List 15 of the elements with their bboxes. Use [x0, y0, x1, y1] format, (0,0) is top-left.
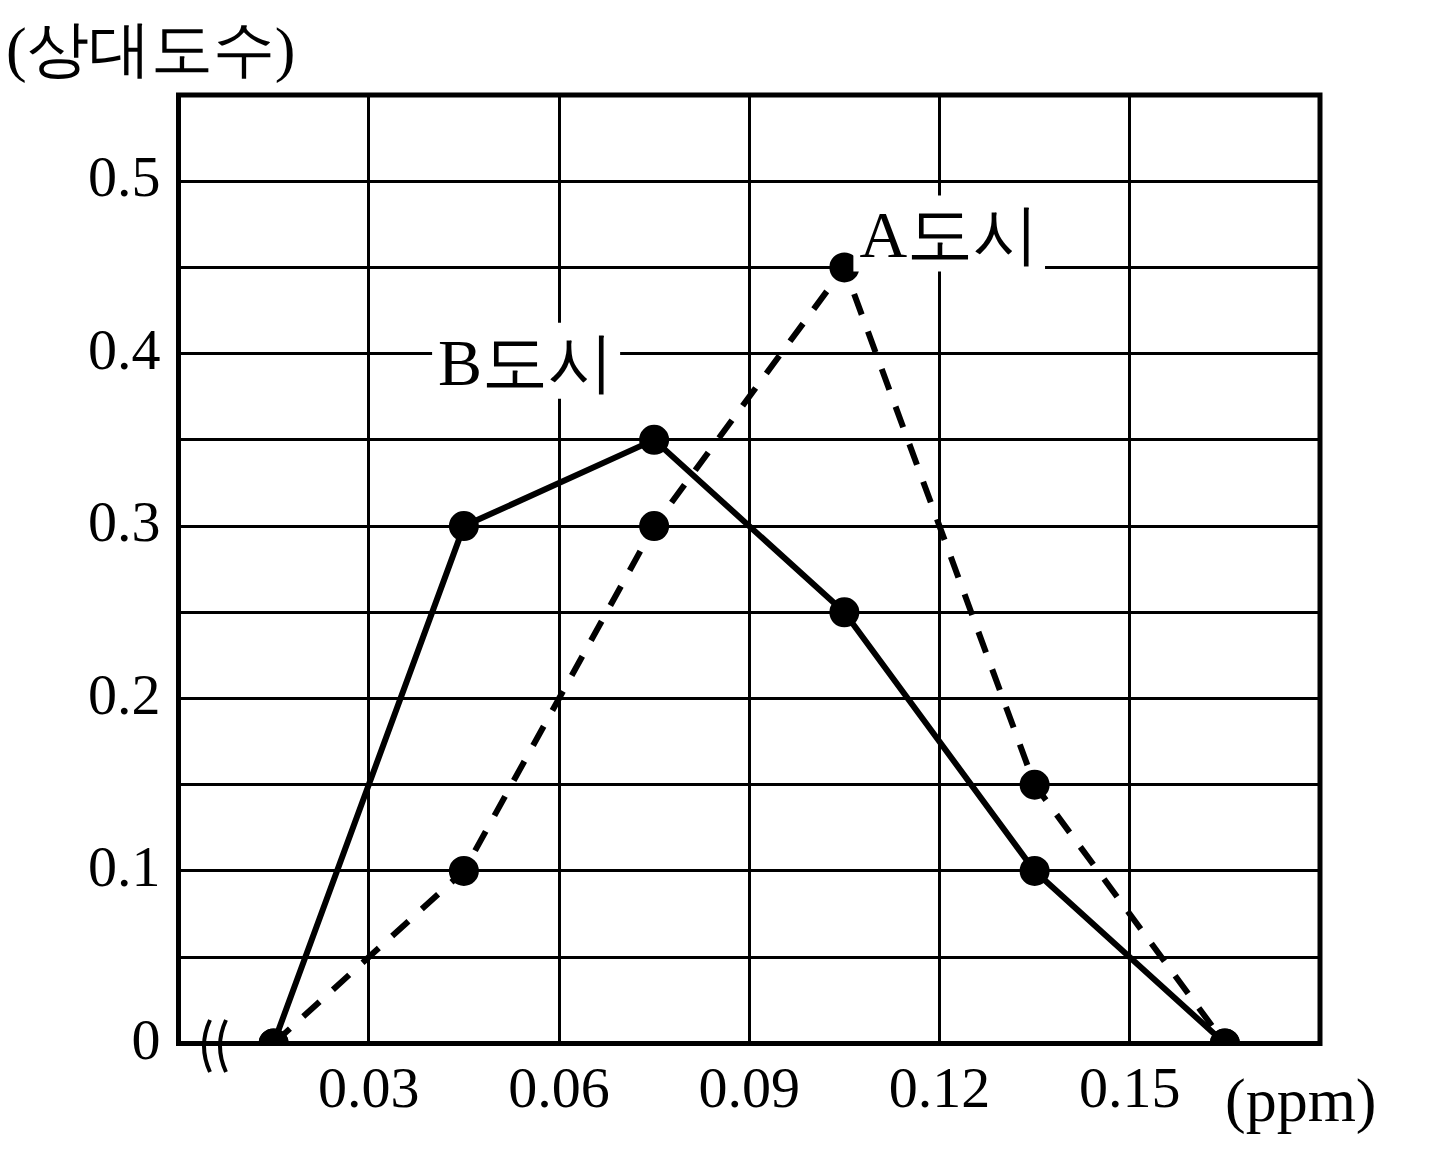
- y-tick-label: 0.3: [88, 489, 161, 555]
- x-tick-label: 0.09: [698, 1055, 800, 1121]
- y-tick-label: 0: [131, 1006, 161, 1072]
- x-tick-label: 0.15: [1079, 1055, 1181, 1121]
- series-label: B도시: [438, 325, 615, 399]
- y-tick-label: 0.1: [88, 834, 161, 900]
- y-tick-label: 0.5: [88, 144, 161, 210]
- y-tick-label: 0.2: [88, 661, 161, 727]
- x-tick-label: 0.03: [318, 1055, 420, 1121]
- x-tick-label: 0.12: [888, 1055, 991, 1121]
- y-tick-label: 0.4: [88, 316, 161, 382]
- y-axis-title: (상대도수): [6, 15, 296, 84]
- series-label: A도시: [859, 198, 1040, 272]
- x-axis-title: (ppm): [1225, 1066, 1377, 1136]
- x-tick-label: 0.06: [508, 1055, 610, 1121]
